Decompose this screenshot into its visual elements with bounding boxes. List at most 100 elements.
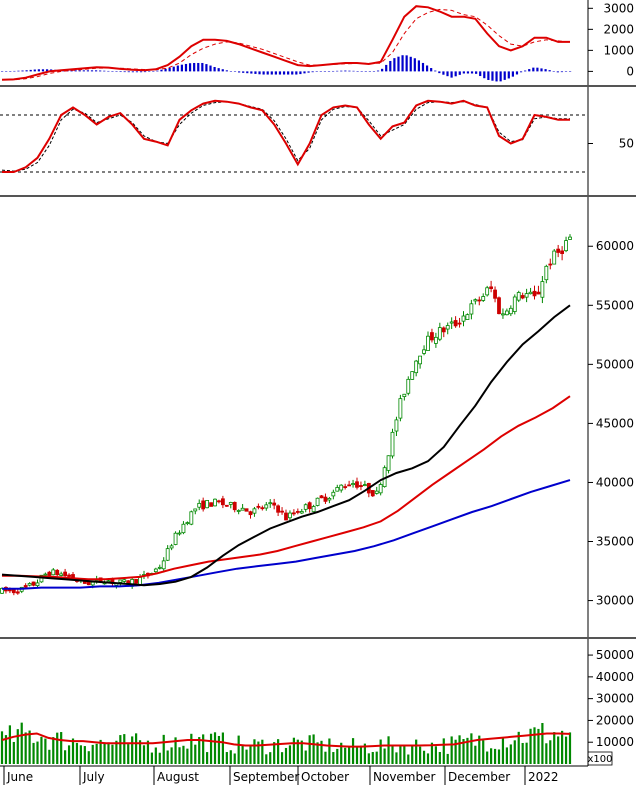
volume-unit-box <box>587 751 613 766</box>
macd-histogram-bar <box>282 71 286 75</box>
candle-body <box>465 314 470 320</box>
macd-histogram-bar <box>291 71 294 75</box>
x-tick-label: November <box>373 770 435 784</box>
macd-histogram-bar <box>401 55 404 72</box>
candle-body <box>398 398 403 419</box>
candle-body <box>568 236 572 240</box>
macd-histogram-bar <box>233 71 237 72</box>
candle-body <box>138 576 142 586</box>
macd-histogram-bar <box>37 69 40 72</box>
macd-histogram-bar <box>156 70 159 72</box>
macd-histogram-bar <box>299 71 302 75</box>
volume-bar <box>537 728 540 764</box>
candle-body <box>311 506 316 512</box>
volume-bar <box>150 752 153 764</box>
macd-histogram-bar <box>315 71 318 72</box>
candle-body <box>177 532 182 535</box>
macd-histogram-bar <box>103 70 106 72</box>
macd-histogram-bar <box>45 69 49 72</box>
macd-histogram-bar <box>307 71 310 73</box>
y-tick-label: 55000 <box>596 298 634 312</box>
macd-histogram-bar <box>556 71 559 73</box>
macd-histogram-bar <box>221 69 224 72</box>
candle-body <box>209 502 213 507</box>
macd-histogram-bar <box>193 62 196 72</box>
candle-body <box>193 508 198 512</box>
macd-histogram-bar <box>532 67 535 72</box>
candle-body <box>47 571 52 576</box>
y-tick-label: 40000 <box>596 475 634 489</box>
candle-body <box>386 455 391 471</box>
volume-bar <box>36 741 39 764</box>
macd-histogram-bar <box>528 69 531 72</box>
macd-histogram-bar <box>511 71 514 77</box>
macd-histogram-bar <box>5 71 8 72</box>
volume-bar <box>154 747 157 764</box>
macd-histogram-bar <box>107 70 110 72</box>
candle-body <box>331 491 336 497</box>
volume-bar <box>178 747 181 764</box>
volume-bar <box>99 739 102 764</box>
candle-body <box>67 574 71 577</box>
macd-histogram-bar <box>409 56 412 72</box>
macd-histogram-bar <box>462 71 465 74</box>
macd-histogram-bar <box>266 71 269 75</box>
macd-histogram-bar <box>430 68 433 72</box>
candle-body <box>437 327 442 340</box>
macd-histogram-bar <box>470 71 474 74</box>
candle-body <box>185 522 190 525</box>
volume-bar <box>466 737 469 764</box>
volume-bar <box>517 731 520 764</box>
macd-histogram-bar <box>278 71 282 75</box>
candle-body <box>11 589 16 594</box>
volume-bar <box>549 740 552 764</box>
candle-body <box>264 504 269 509</box>
volume-bar <box>493 748 497 764</box>
macd-histogram-bar <box>258 71 261 75</box>
macd-histogram-bar <box>9 71 12 72</box>
volume-bar <box>158 752 161 764</box>
x-tick-label: June <box>6 770 33 784</box>
volume-bar <box>194 744 197 764</box>
candle-body <box>224 504 229 507</box>
x-axis: June July August September October November De… <box>3 766 559 785</box>
stochastic-k-line <box>2 99 570 173</box>
candle-body <box>118 579 123 583</box>
price-chart <box>0 234 572 596</box>
macd-histogram-bar <box>503 71 506 80</box>
candle-body <box>422 349 426 354</box>
volume-bar <box>292 737 295 764</box>
macd-histogram-bar <box>90 70 94 72</box>
volume-bar <box>521 742 524 764</box>
volume-bar <box>213 732 217 764</box>
volume-bar <box>478 735 481 764</box>
candle-body <box>394 419 399 432</box>
candle-body <box>327 498 332 501</box>
macd-histogram-bar <box>287 71 290 75</box>
volume-bar <box>304 750 307 764</box>
macd-histogram-bar <box>442 71 445 75</box>
volume-bar <box>316 742 319 764</box>
volume-bar <box>280 752 284 764</box>
macd-histogram-bar <box>217 68 220 72</box>
macd-histogram-bar <box>111 71 114 72</box>
volume-bar <box>206 752 209 764</box>
volume-bar <box>265 754 268 764</box>
macd-histogram-bar <box>131 71 134 73</box>
candle-body <box>406 378 411 394</box>
stochastic-chart <box>0 99 588 173</box>
volume-bar <box>545 743 548 764</box>
volume-bar <box>324 751 327 764</box>
y-tick-label: 3000 <box>603 1 634 15</box>
volume-bar <box>170 747 173 764</box>
macd-histogram-bar <box>405 55 408 72</box>
macd-histogram-bar <box>21 70 24 72</box>
y-tick-label: 30000 <box>596 692 634 706</box>
candle-body <box>556 248 561 253</box>
candle-body <box>272 502 277 506</box>
volume-bar <box>351 738 355 764</box>
moving-average-blue <box>2 479 571 590</box>
volume-bar <box>233 753 236 764</box>
candle-body <box>288 512 292 519</box>
